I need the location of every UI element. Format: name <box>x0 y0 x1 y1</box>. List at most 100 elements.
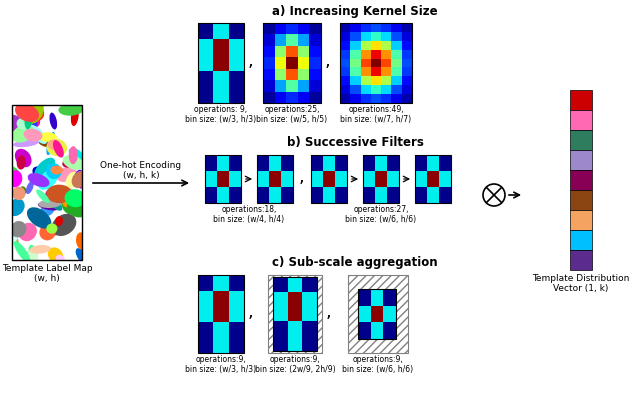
Bar <box>198 23 244 103</box>
Bar <box>286 57 298 69</box>
Bar <box>275 91 286 103</box>
Ellipse shape <box>56 255 65 264</box>
Bar <box>228 337 244 353</box>
Bar <box>402 50 412 59</box>
Bar <box>213 275 228 290</box>
Bar <box>350 41 360 50</box>
Bar <box>340 94 350 103</box>
Bar <box>371 23 381 32</box>
Bar <box>371 306 383 322</box>
Ellipse shape <box>29 125 47 144</box>
Bar <box>302 336 317 351</box>
Bar <box>273 277 317 351</box>
Bar <box>402 76 412 85</box>
Ellipse shape <box>15 149 31 167</box>
Ellipse shape <box>74 170 86 188</box>
Bar <box>213 87 228 103</box>
Bar <box>392 50 402 59</box>
Bar <box>298 23 309 34</box>
Bar <box>298 46 309 57</box>
Bar <box>360 67 371 76</box>
Ellipse shape <box>24 129 42 142</box>
Bar <box>340 41 350 50</box>
Ellipse shape <box>26 181 34 194</box>
Ellipse shape <box>38 200 61 208</box>
Ellipse shape <box>61 189 78 214</box>
Bar <box>287 322 302 336</box>
Ellipse shape <box>14 241 31 263</box>
Bar <box>570 250 592 270</box>
Bar <box>286 91 298 103</box>
Ellipse shape <box>40 204 54 216</box>
Bar <box>311 171 323 187</box>
Bar <box>360 94 371 103</box>
Bar <box>387 171 399 187</box>
Bar <box>402 32 412 41</box>
Bar <box>427 155 439 171</box>
Ellipse shape <box>38 135 56 147</box>
Bar <box>286 80 298 91</box>
Bar <box>570 110 592 130</box>
Bar <box>371 67 381 76</box>
Bar <box>358 306 371 322</box>
Bar <box>269 171 281 187</box>
Bar <box>570 210 592 230</box>
Bar <box>360 23 371 32</box>
Bar <box>402 85 412 94</box>
Bar <box>381 85 392 94</box>
Bar <box>348 275 408 353</box>
Ellipse shape <box>38 169 58 190</box>
Ellipse shape <box>62 186 78 205</box>
Bar <box>350 32 360 41</box>
Bar <box>309 57 321 69</box>
Bar <box>286 23 298 34</box>
Ellipse shape <box>26 118 37 131</box>
Bar <box>263 69 275 80</box>
Bar <box>281 171 293 187</box>
Ellipse shape <box>33 166 54 184</box>
Bar <box>402 67 412 76</box>
Bar <box>371 94 381 103</box>
Ellipse shape <box>24 104 33 129</box>
Bar <box>275 34 286 46</box>
Ellipse shape <box>53 140 64 157</box>
Bar <box>273 322 287 336</box>
Bar <box>205 187 217 203</box>
Text: ,: , <box>324 52 330 70</box>
Bar <box>257 155 269 171</box>
Bar <box>213 322 228 337</box>
Bar <box>228 23 244 39</box>
Bar <box>298 80 309 91</box>
Bar <box>350 50 360 59</box>
Bar <box>228 290 244 306</box>
Ellipse shape <box>30 105 44 121</box>
Ellipse shape <box>24 112 35 126</box>
Bar <box>371 32 381 41</box>
Bar <box>213 55 228 71</box>
Text: operations:9,
bin size: (w/3, h/3): operations:9, bin size: (w/3, h/3) <box>186 355 257 375</box>
Bar <box>213 71 228 87</box>
Bar <box>287 292 302 306</box>
Bar <box>371 59 381 67</box>
Ellipse shape <box>21 110 30 120</box>
Bar <box>302 277 317 292</box>
Ellipse shape <box>19 186 26 196</box>
Bar <box>198 322 213 337</box>
Ellipse shape <box>68 201 78 212</box>
Bar <box>335 187 347 203</box>
Text: operations:9,
bin size: (2w/9, 2h/9): operations:9, bin size: (2w/9, 2h/9) <box>255 355 335 375</box>
Bar <box>275 57 286 69</box>
Bar <box>381 94 392 103</box>
Ellipse shape <box>56 167 76 182</box>
Bar <box>415 187 427 203</box>
Ellipse shape <box>8 170 22 187</box>
Ellipse shape <box>67 200 90 217</box>
Bar <box>269 155 281 171</box>
Bar <box>228 55 244 71</box>
Ellipse shape <box>50 199 62 211</box>
Bar <box>415 155 451 203</box>
Bar <box>229 155 241 171</box>
Ellipse shape <box>3 114 26 135</box>
Bar <box>263 23 275 34</box>
Bar <box>275 69 286 80</box>
